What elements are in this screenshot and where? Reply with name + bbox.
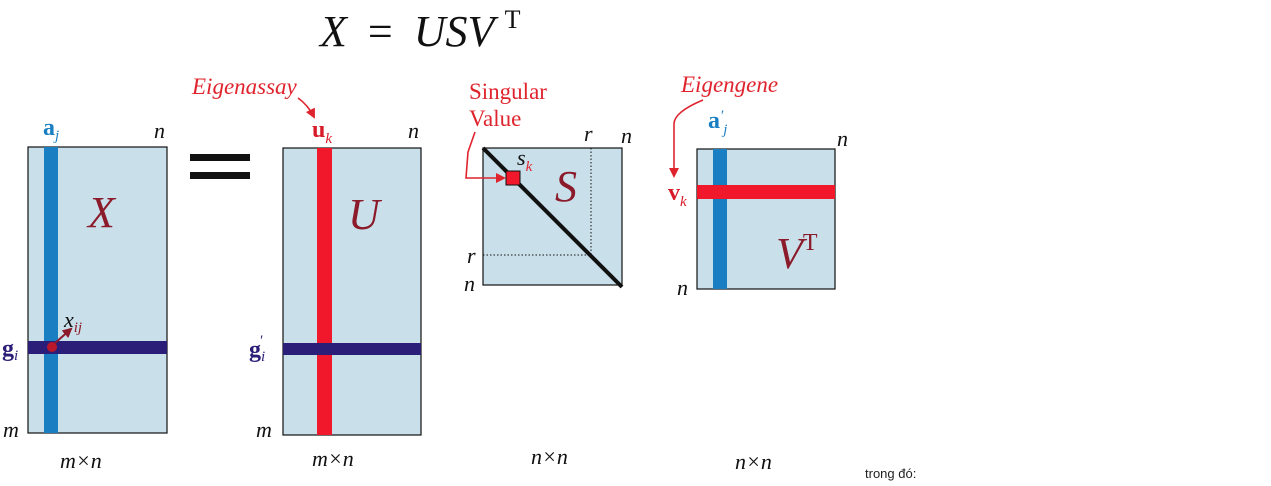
matrix-u-rows: m <box>256 417 272 442</box>
matrix-x-element-dot <box>47 342 57 352</box>
matrix-s-rows: n <box>464 271 475 296</box>
equation-rhs: USV <box>414 7 500 56</box>
matrix-s-rank-row: r <box>467 243 476 268</box>
matrix-u-col-label: uk <box>312 117 332 147</box>
matrix-vt-col-label: a′j <box>708 108 727 138</box>
matrix-x-element-label: xij <box>63 307 82 336</box>
svd-equation: X = USV T <box>318 5 521 56</box>
equation-transpose: T <box>505 5 521 34</box>
matrix-s-letter: S <box>555 162 577 211</box>
matrix-u: U uk gi′ n m m×n <box>249 117 422 471</box>
matrix-vt-letter: VT <box>776 229 818 278</box>
singular-value-arrow <box>465 131 506 183</box>
equals-bar-bottom <box>190 172 250 179</box>
matrix-u-body <box>282 147 422 436</box>
matrix-vt-row <box>697 185 835 199</box>
equals-sign <box>190 154 250 179</box>
matrix-s-element-label: sk <box>517 145 533 175</box>
caption-text: trong đó: <box>865 466 917 481</box>
matrix-x-element-arrow <box>54 327 73 344</box>
equation-equals: = <box>368 7 393 56</box>
matrix-s-element <box>505 170 521 186</box>
eigenassay-arrow <box>297 97 315 119</box>
eigengene-label: Eigengene <box>680 72 778 97</box>
singular-value-annotation: Singular Value <box>465 79 547 183</box>
matrix-vt-row-label: vk <box>668 180 687 210</box>
eigengene-annotation: Eigengene <box>669 72 778 178</box>
eigenassay-annotation: Eigenassay <box>191 74 315 119</box>
matrix-u-cols: n <box>408 118 419 143</box>
matrix-x-row-label: gi <box>2 336 18 364</box>
equals-bar-top <box>190 154 250 161</box>
matrix-x-rows: m <box>3 417 19 442</box>
matrix-vt: VT a′j vk n n n×n <box>668 108 848 474</box>
singular-label-line2: Value <box>469 106 521 131</box>
matrix-u-dims: m×n <box>312 446 354 471</box>
matrix-s: S sk r n r n n×n <box>464 121 632 469</box>
matrix-s-rank-col: r <box>584 121 593 146</box>
matrix-u-row-label: gi′ <box>249 333 265 365</box>
equation-lhs: X <box>318 7 349 56</box>
matrix-x-dims: m×n <box>60 448 102 473</box>
matrix-s-dims: n×n <box>531 444 568 469</box>
matrix-x: X aj gi xij n m m×n <box>2 115 168 473</box>
matrix-vt-column <box>713 149 727 289</box>
matrix-u-row <box>283 343 421 355</box>
matrix-vt-cols: n <box>837 126 848 151</box>
matrix-u-letter: U <box>348 190 383 239</box>
eigenassay-label: Eigenassay <box>191 74 298 99</box>
eigengene-arrow <box>669 99 704 178</box>
matrix-vt-dims: n×n <box>735 449 772 474</box>
matrix-vt-rows: n <box>677 275 688 300</box>
matrix-x-row <box>28 341 167 354</box>
matrix-u-column <box>317 148 332 435</box>
matrix-x-cols: n <box>154 118 165 143</box>
matrix-s-cols: n <box>621 123 632 148</box>
matrix-x-col-label: aj <box>43 115 59 144</box>
singular-label-line1: Singular <box>469 79 547 104</box>
matrix-x-letter: X <box>86 188 117 237</box>
matrix-x-column <box>44 147 58 433</box>
